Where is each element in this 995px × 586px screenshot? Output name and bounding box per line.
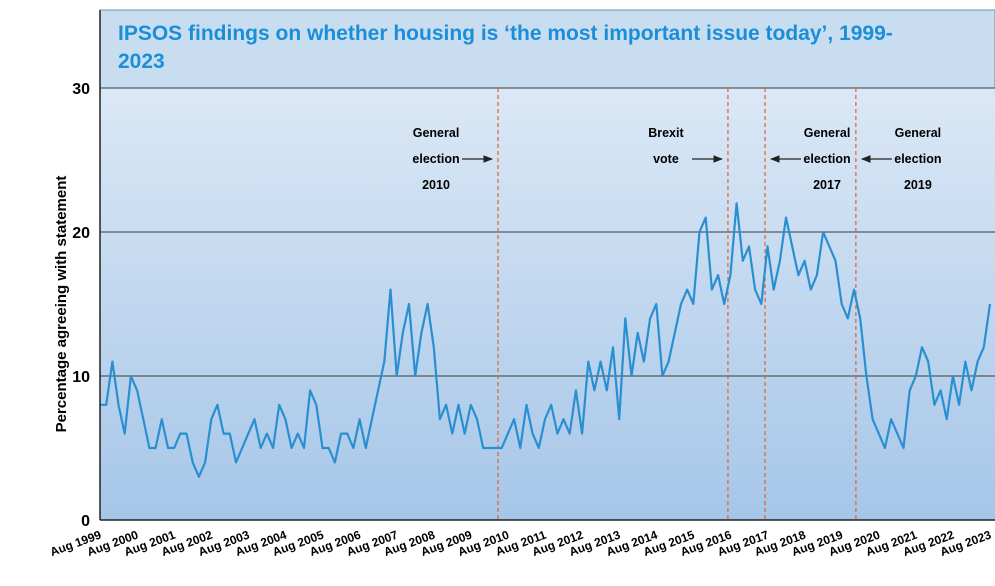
y-tick-label: 30 [72,81,90,98]
plot-area [100,88,995,520]
event-label: vote [653,152,679,166]
event-label: election [412,152,459,166]
event-label: General [804,126,851,140]
y-axis-title: Percentage agreeing with statement [53,176,70,433]
event-label: election [894,152,941,166]
event-label: General [895,126,942,140]
y-tick-label: 20 [72,225,90,242]
event-label: 2019 [904,178,932,192]
y-tick-label: 0 [81,513,90,530]
plot-layer: 0 10 20 30 General election 2010 Brexit vote Gene… [48,10,995,559]
event-label: 2017 [813,178,841,192]
event-label: Brexit [648,126,684,140]
event-label: 2010 [422,178,450,192]
event-label: election [803,152,850,166]
title-box [99,9,995,89]
data-line [100,202,992,478]
chart-title: IPSOS findings on whether housing is ‘th… [118,22,893,73]
y-tick-label: 10 [72,369,90,386]
event-label: General [413,126,460,140]
